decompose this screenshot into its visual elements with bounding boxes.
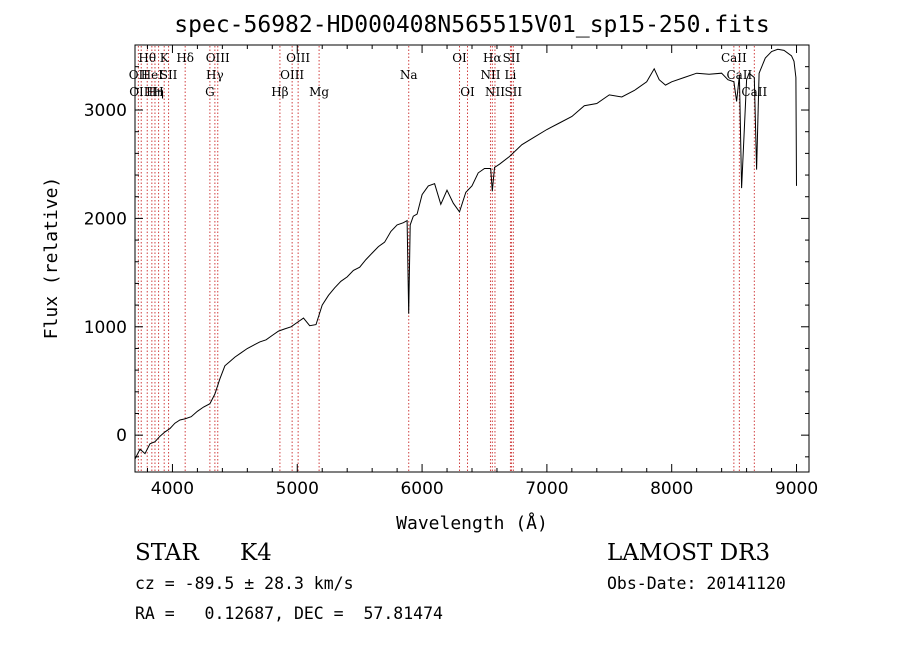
y-tick-label: 3000 (84, 101, 127, 121)
y-axis-label: Flux (relative) (41, 177, 62, 340)
object-class: STAR (135, 540, 199, 566)
line-marker-label: OI (460, 85, 475, 99)
line-marker-label: HeI (141, 68, 164, 82)
line-marker-label: G (205, 85, 215, 99)
chart-title: spec-56982-HD000408N565515V01_sp15-250.f… (174, 12, 769, 38)
x-tick-label: 4000 (151, 479, 194, 499)
survey-name: LAMOST DR3 (607, 540, 771, 566)
line-marker-label: SII (504, 85, 522, 99)
x-tick-label: 5000 (276, 479, 319, 499)
coordinates: RA = 0.12687, DEC = 57.81474 (135, 604, 443, 623)
line-marker-label: K (160, 51, 170, 65)
line-marker-label: Li (505, 68, 517, 82)
line-marker-label: Hβ (271, 85, 288, 99)
x-tick-label: 9000 (775, 479, 818, 499)
obs-date: Obs-Date: 20141120 (607, 574, 786, 593)
line-marker-label: SII (160, 68, 178, 82)
line-marker-label: OI (452, 51, 467, 65)
line-marker-label: SII (503, 51, 521, 65)
line-marker-label: Hθ (138, 51, 156, 65)
line-marker-label: NII (485, 85, 505, 99)
line-marker-labels: OIIOIIIHθHeIHηHKSIIHδGHγOIIIHβOIIIOIIIMg… (129, 51, 768, 99)
line-marker-label: OIII (286, 51, 310, 65)
line-marker-label: Hα (483, 51, 502, 65)
y-tick-label: 2000 (84, 209, 127, 229)
line-marker-label: OIII (206, 51, 230, 65)
y-tick-label: 1000 (84, 318, 127, 338)
y-tick-label: 0 (116, 426, 127, 446)
line-marker-label: Mg (309, 85, 329, 99)
line-marker-label: CaII (726, 68, 752, 82)
x-axis-ticks: 4000 5000 6000 7000 8000 9000 (146, 45, 818, 499)
redshift-info: cz = -89.5 ± 28.3 km/s (135, 574, 354, 593)
line-marker-label: CaII (721, 51, 747, 65)
line-marker-label: Hγ (206, 68, 224, 82)
object-subclass: K4 (240, 540, 272, 566)
spectrum-line (134, 48, 797, 460)
x-tick-label: 7000 (525, 479, 568, 499)
line-marker-label: OII (129, 68, 149, 82)
x-axis-label: Wavelength (Å) (396, 512, 548, 534)
plot-frame (134, 44, 810, 473)
line-markers (137, 46, 755, 471)
line-marker-label: Hη (146, 85, 164, 99)
line-marker-label: OIII (280, 68, 304, 82)
x-tick-label: 6000 (400, 479, 443, 499)
y-axis-ticks: 0 1000 2000 3000 (84, 66, 809, 458)
line-marker-label: Na (400, 68, 418, 82)
x-tick-label: 8000 (650, 479, 693, 499)
line-marker-label: NII (480, 68, 500, 82)
line-marker-label: H (153, 85, 163, 99)
line-marker-label: Hδ (176, 51, 194, 65)
